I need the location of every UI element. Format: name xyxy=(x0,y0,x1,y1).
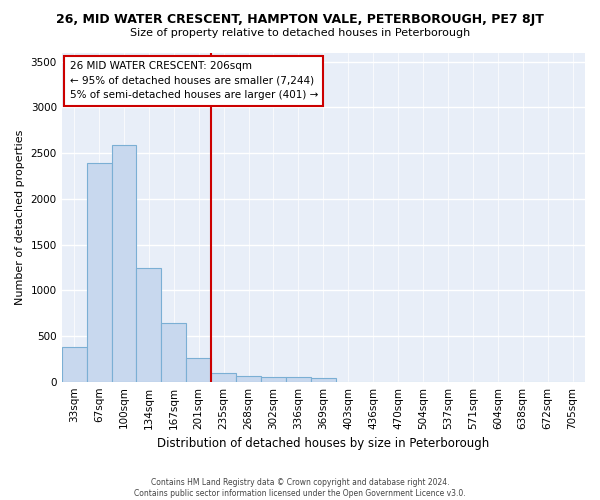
Bar xyxy=(161,323,186,382)
Bar xyxy=(112,145,136,382)
Bar xyxy=(261,376,286,382)
Text: Size of property relative to detached houses in Peterborough: Size of property relative to detached ho… xyxy=(130,28,470,38)
Bar xyxy=(136,268,161,382)
Bar xyxy=(286,377,311,382)
Bar xyxy=(62,347,86,382)
Bar xyxy=(236,376,261,382)
Text: Contains HM Land Registry data © Crown copyright and database right 2024.
Contai: Contains HM Land Registry data © Crown c… xyxy=(134,478,466,498)
Y-axis label: Number of detached properties: Number of detached properties xyxy=(15,130,25,305)
X-axis label: Distribution of detached houses by size in Peterborough: Distribution of detached houses by size … xyxy=(157,437,490,450)
Bar xyxy=(211,372,236,382)
Text: 26 MID WATER CRESCENT: 206sqm
← 95% of detached houses are smaller (7,244)
5% of: 26 MID WATER CRESCENT: 206sqm ← 95% of d… xyxy=(70,60,318,100)
Bar xyxy=(186,358,211,382)
Bar xyxy=(86,163,112,382)
Bar xyxy=(311,378,336,382)
Text: 26, MID WATER CRESCENT, HAMPTON VALE, PETERBOROUGH, PE7 8JT: 26, MID WATER CRESCENT, HAMPTON VALE, PE… xyxy=(56,12,544,26)
